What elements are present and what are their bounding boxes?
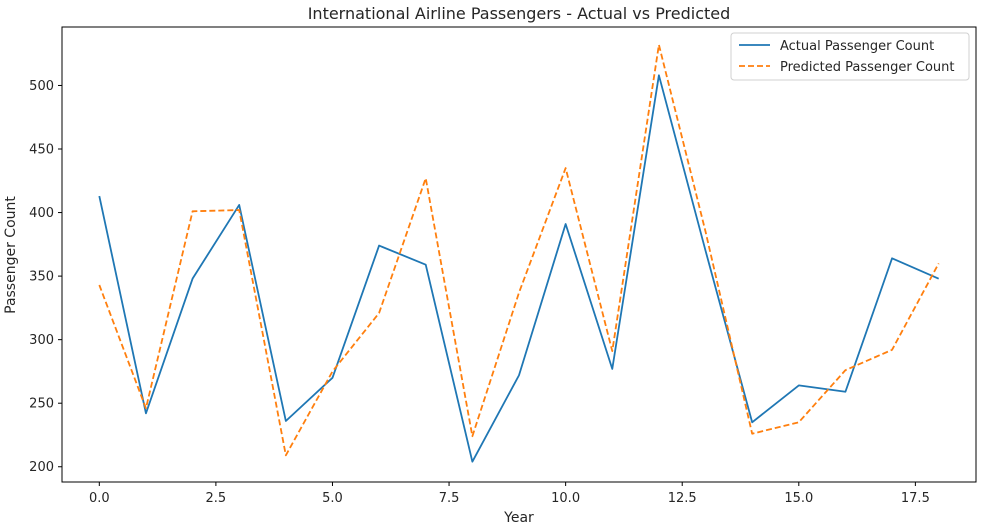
actual-series-line <box>98 74 940 463</box>
y-tick-label: 500 <box>29 79 54 94</box>
y-tick-label: 200 <box>29 460 54 475</box>
legend-label-actual: Actual Passenger Count <box>780 39 934 54</box>
x-tick-label: 2.5 <box>206 491 227 506</box>
x-tick-label: 0.0 <box>89 491 110 506</box>
x-tick-label: 12.5 <box>668 491 697 506</box>
y-tick-label: 250 <box>29 397 54 412</box>
x-tick-label: 15.0 <box>784 491 813 506</box>
chart-title: International Airline Passengers - Actua… <box>308 4 731 23</box>
y-tick-label: 350 <box>29 270 54 285</box>
x-tick-label: 5.0 <box>322 491 343 506</box>
x-axis: 0.0 2.5 5.0 7.5 10.0 12.5 15.0 17.5 <box>89 482 930 506</box>
predicted-series-line <box>98 43 940 457</box>
y-tick-label: 450 <box>29 143 54 158</box>
x-tick-label: 17.5 <box>901 491 930 506</box>
legend-label-predicted: Predicted Passenger Count <box>780 60 955 75</box>
x-tick-label: 7.5 <box>439 491 460 506</box>
x-tick-label: 10.0 <box>551 491 580 506</box>
y-axis: 200 250 300 350 400 450 500 <box>29 79 62 475</box>
x-axis-title: Year <box>503 510 534 525</box>
y-axis-title: Passenger Count <box>3 196 19 314</box>
plot-area-frame <box>61 26 977 483</box>
y-tick-label: 400 <box>29 206 54 221</box>
y-tick-label: 300 <box>29 333 54 348</box>
legend-box <box>730 32 970 81</box>
legend: Actual Passenger Count Predicted Passeng… <box>730 32 970 81</box>
series-layer <box>98 43 940 463</box>
